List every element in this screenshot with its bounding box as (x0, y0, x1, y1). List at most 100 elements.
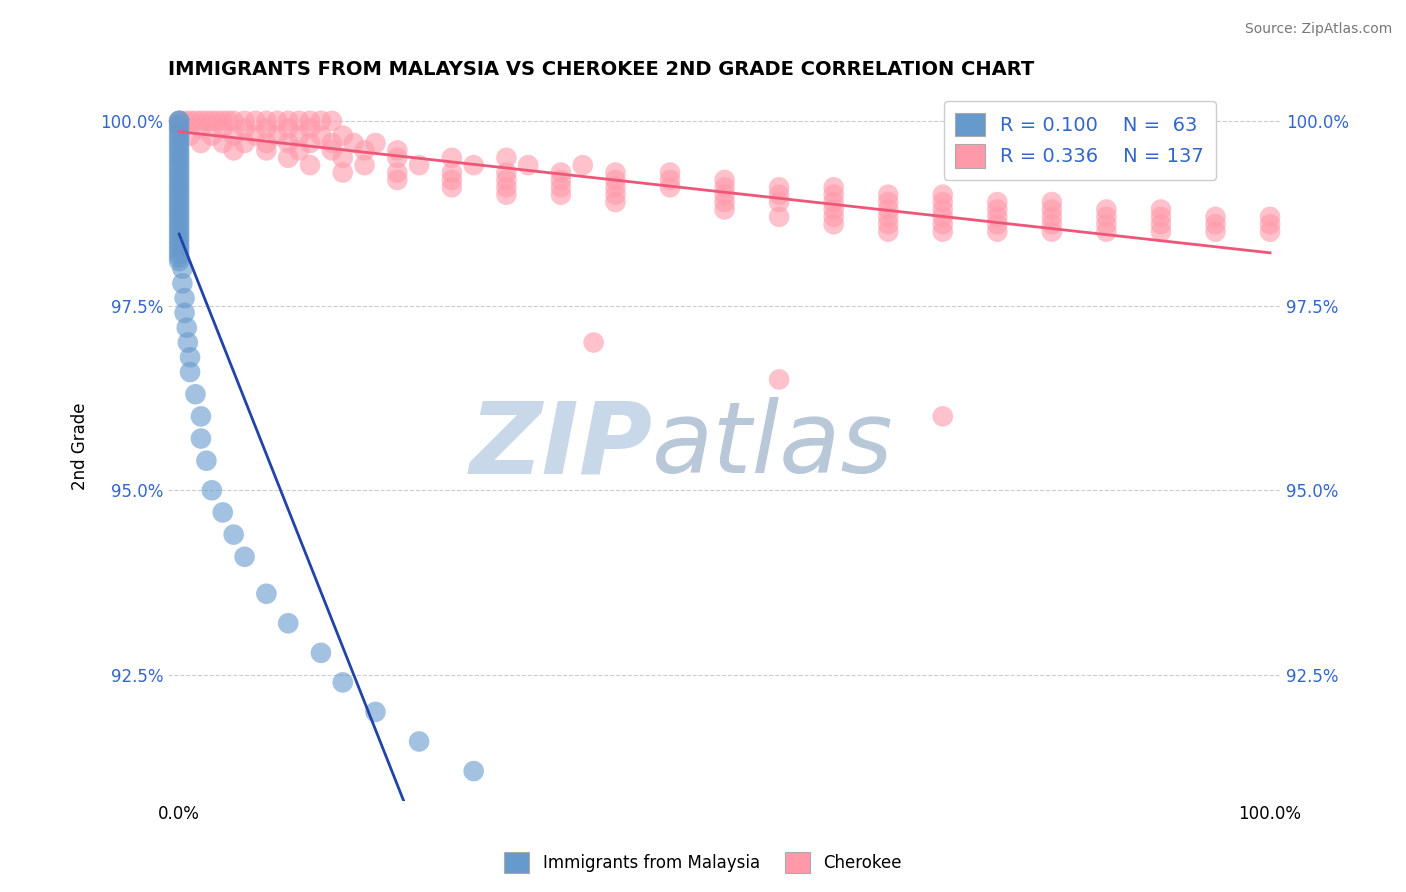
Text: Source: ZipAtlas.com: Source: ZipAtlas.com (1244, 22, 1392, 37)
Point (1258, 217, 1281, 231)
Point (207, 113, 229, 128)
Point (167, 173, 190, 187)
Point (167, 251, 190, 265)
Point (387, 173, 409, 187)
Point (877, 210, 900, 224)
Point (605, 180, 627, 194)
Point (195, 113, 218, 128)
Point (254, 121, 277, 136)
Point (172, 261, 194, 276)
Point (713, 202, 735, 217)
Point (167, 239, 190, 253)
Point (266, 113, 288, 128)
Point (332, 128, 354, 143)
Point (877, 217, 900, 231)
Point (167, 232, 190, 246)
Point (309, 128, 332, 143)
Point (1040, 195, 1063, 210)
Point (1150, 210, 1173, 224)
Point (1040, 217, 1063, 231)
Point (201, 483, 224, 498)
Point (321, 136, 343, 150)
Point (167, 118, 190, 132)
Point (167, 121, 190, 136)
Point (387, 151, 409, 165)
Point (332, 165, 354, 179)
Point (550, 180, 572, 194)
Point (440, 180, 463, 194)
Point (986, 217, 1008, 231)
Point (299, 121, 322, 136)
Point (176, 320, 198, 334)
Point (173, 291, 195, 305)
Point (550, 173, 572, 187)
Point (1205, 217, 1227, 231)
Point (605, 187, 627, 202)
Point (823, 195, 845, 210)
Point (167, 177, 190, 191)
Point (167, 187, 190, 202)
Point (440, 151, 463, 165)
Point (173, 113, 195, 128)
Point (167, 161, 190, 176)
Point (986, 195, 1008, 210)
Point (211, 136, 233, 150)
Point (217, 113, 239, 128)
Point (233, 549, 256, 564)
Point (1095, 210, 1118, 224)
Point (167, 199, 190, 213)
Point (167, 139, 190, 153)
Point (1258, 225, 1281, 239)
Point (179, 365, 201, 379)
Point (932, 187, 955, 202)
Legend: Immigrants from Malaysia, Cherokee: Immigrants from Malaysia, Cherokee (498, 846, 908, 880)
Point (222, 527, 245, 541)
Point (211, 113, 233, 128)
Point (288, 128, 311, 143)
Point (288, 113, 311, 128)
Point (408, 734, 430, 748)
Point (495, 180, 517, 194)
Point (245, 113, 267, 128)
Point (277, 616, 299, 631)
Point (190, 409, 212, 424)
Point (177, 335, 200, 350)
Point (167, 221, 190, 235)
Point (1150, 217, 1173, 231)
Point (167, 113, 190, 128)
Point (179, 128, 201, 143)
Point (172, 277, 194, 291)
Point (1205, 210, 1227, 224)
Point (932, 217, 955, 231)
Point (167, 235, 190, 250)
Point (211, 505, 233, 519)
Point (167, 132, 190, 146)
Point (167, 158, 190, 172)
Point (659, 180, 682, 194)
Point (1095, 217, 1118, 231)
Point (167, 217, 190, 231)
Point (321, 113, 343, 128)
Point (299, 158, 322, 172)
Point (932, 409, 955, 424)
Point (1095, 202, 1118, 217)
Point (167, 247, 190, 261)
Point (167, 113, 190, 128)
Point (823, 202, 845, 217)
Text: IMMIGRANTS FROM MALAYSIA VS CHEROKEE 2ND GRADE CORRELATION CHART: IMMIGRANTS FROM MALAYSIA VS CHEROKEE 2ND… (169, 60, 1035, 78)
Point (353, 158, 375, 172)
Point (1258, 210, 1281, 224)
Point (768, 180, 790, 194)
Point (167, 151, 190, 165)
Point (1040, 225, 1063, 239)
Point (277, 151, 299, 165)
Point (167, 213, 190, 227)
Point (823, 210, 845, 224)
Point (179, 351, 201, 365)
Point (713, 180, 735, 194)
Point (167, 165, 190, 179)
Point (254, 113, 277, 128)
Point (195, 454, 218, 468)
Point (605, 195, 627, 210)
Point (495, 173, 517, 187)
